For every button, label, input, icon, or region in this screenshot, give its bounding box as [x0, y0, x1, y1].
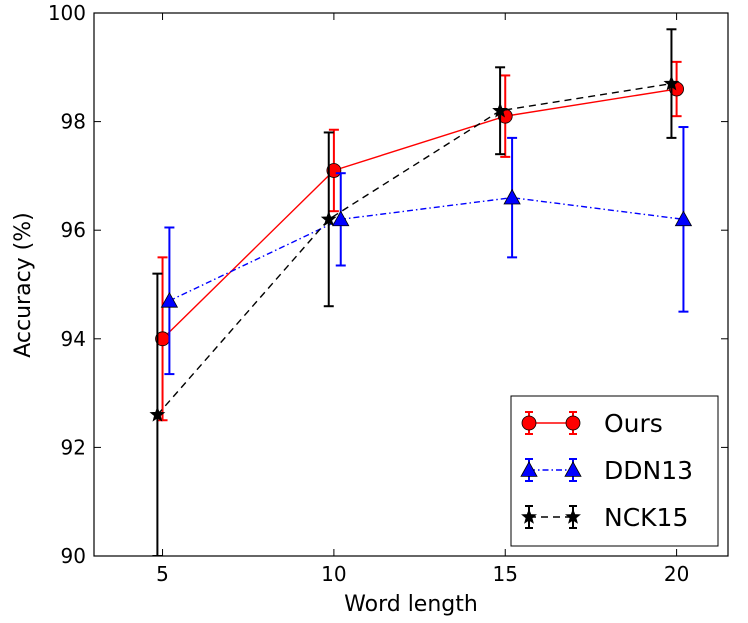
legend-marker-nck15: [521, 508, 537, 524]
x-tick-label: 15: [493, 562, 518, 586]
legend-label-nck15: NCK15: [604, 503, 688, 532]
legend-label-ddn13: DDN13: [604, 456, 693, 485]
plot-frame: [93, 12, 729, 557]
y-tick-label: 90: [61, 544, 86, 568]
x-tick-label: 20: [664, 562, 689, 586]
y-tick-label: 96: [61, 218, 86, 242]
x-axis-label: Word length: [344, 592, 478, 617]
data-point-ddn13: [160, 291, 179, 308]
legend-marker-ours: [565, 415, 581, 431]
series-line-nck15: [156, 82, 672, 416]
axis-ticks: 5 10 15 20 90 92 94 96 98 100: [48, 1, 728, 586]
data-point-nck15: [492, 102, 509, 118]
y-tick-label: 92: [61, 435, 86, 459]
legend-marker-ddn13: [564, 461, 582, 477]
x-tick-label: 5: [156, 562, 169, 586]
legend-box: [510, 395, 719, 547]
y-tick-label: 94: [61, 327, 86, 351]
legend-marker-ours: [521, 415, 537, 431]
data-point-nck15: [320, 211, 337, 227]
data-point-nck15: [663, 75, 680, 91]
y-tick-label: 98: [61, 110, 86, 134]
legend: Ours DDN13 NCK15: [510, 395, 719, 547]
data-point-ddn13: [674, 210, 693, 227]
data-point-ddn13: [332, 210, 350, 227]
legend-marker-nck15: [565, 508, 581, 524]
x-tick-label: 10: [321, 562, 346, 586]
y-axis-label: Accuracy (%): [11, 212, 36, 358]
data-point-ddn13: [503, 188, 521, 205]
plot-marks: [149, 28, 693, 556]
legend-marker-ddn13: [520, 461, 538, 477]
legend-label-ours: Ours: [604, 409, 663, 438]
series-nck15: [149, 28, 680, 556]
data-point-nck15: [149, 406, 166, 422]
series-ddn13: [160, 126, 693, 376]
series-line-ours: [162, 88, 677, 340]
y-tick-label: 100: [48, 1, 86, 25]
series-line-ddn13: [169, 196, 684, 302]
series-ours: [155, 60, 684, 422]
